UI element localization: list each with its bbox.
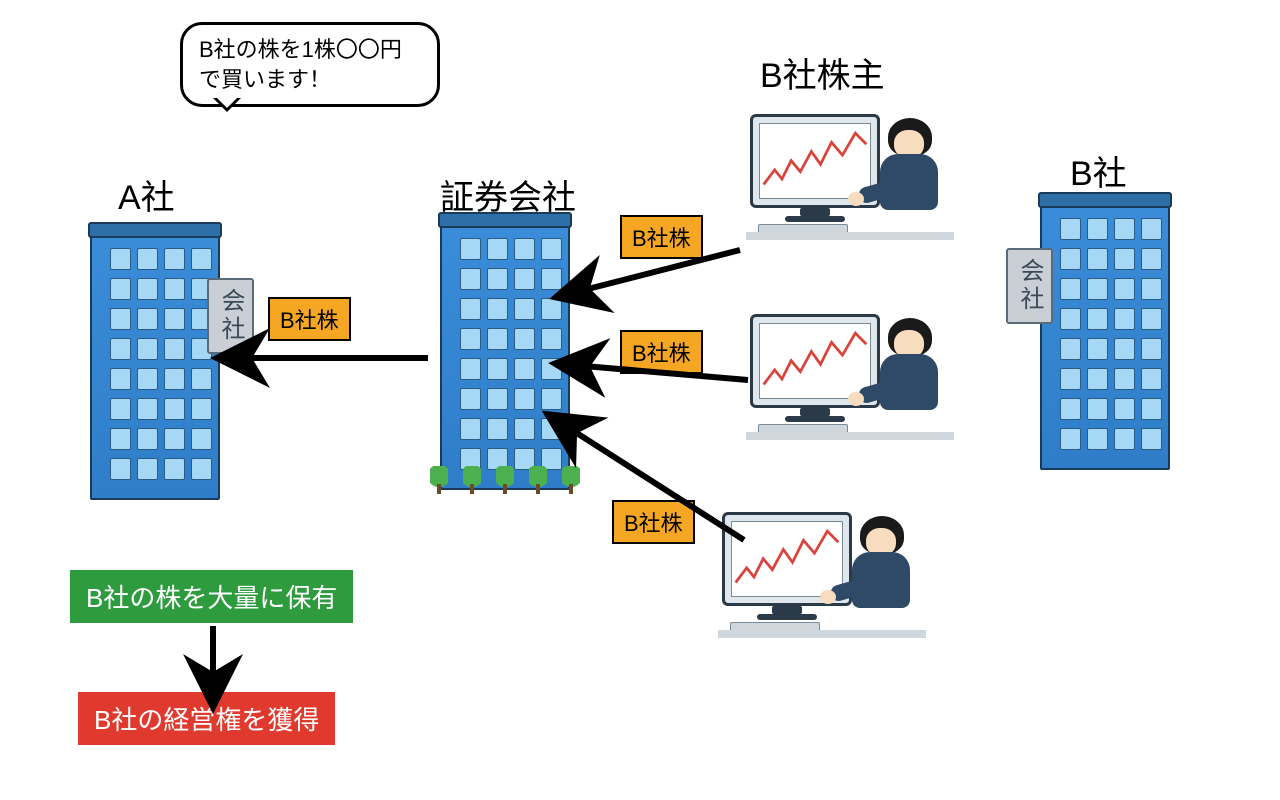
building-brokerage: [430, 210, 580, 490]
speech-bubble: B社の株を1株〇〇円で買います！: [180, 22, 440, 107]
trader-2: [750, 300, 950, 440]
stock-tag-2: B社株: [620, 215, 703, 259]
building-sign-a: 会社: [207, 278, 254, 354]
stock-tag-3: B社株: [620, 330, 703, 374]
title-shareholders: B社株主: [760, 48, 885, 97]
trader-1: [750, 100, 950, 240]
person-icon: [876, 318, 946, 428]
chart-icon: [760, 324, 870, 397]
chart-icon: [760, 124, 870, 197]
trader-3: [722, 498, 922, 638]
person-icon: [876, 118, 946, 228]
chart-icon: [732, 522, 842, 595]
title-company-a: A社: [118, 170, 175, 219]
speech-text: B社の株を1株〇〇円で買います！: [199, 37, 402, 92]
banner-red: B社の経営権を獲得: [78, 692, 335, 745]
stock-tag-1: B社株: [268, 297, 351, 341]
building-sign-b: 会社: [1006, 248, 1053, 324]
title-company-b: B社: [1070, 146, 1127, 195]
brokerage-trees: [422, 466, 588, 496]
person-icon: [848, 516, 918, 626]
building-company-a: 会社: [80, 220, 230, 500]
stock-tag-4: B社株: [612, 500, 695, 544]
banner-green: B社の株を大量に保有: [70, 570, 353, 623]
building-company-b: 会社: [1030, 190, 1180, 470]
